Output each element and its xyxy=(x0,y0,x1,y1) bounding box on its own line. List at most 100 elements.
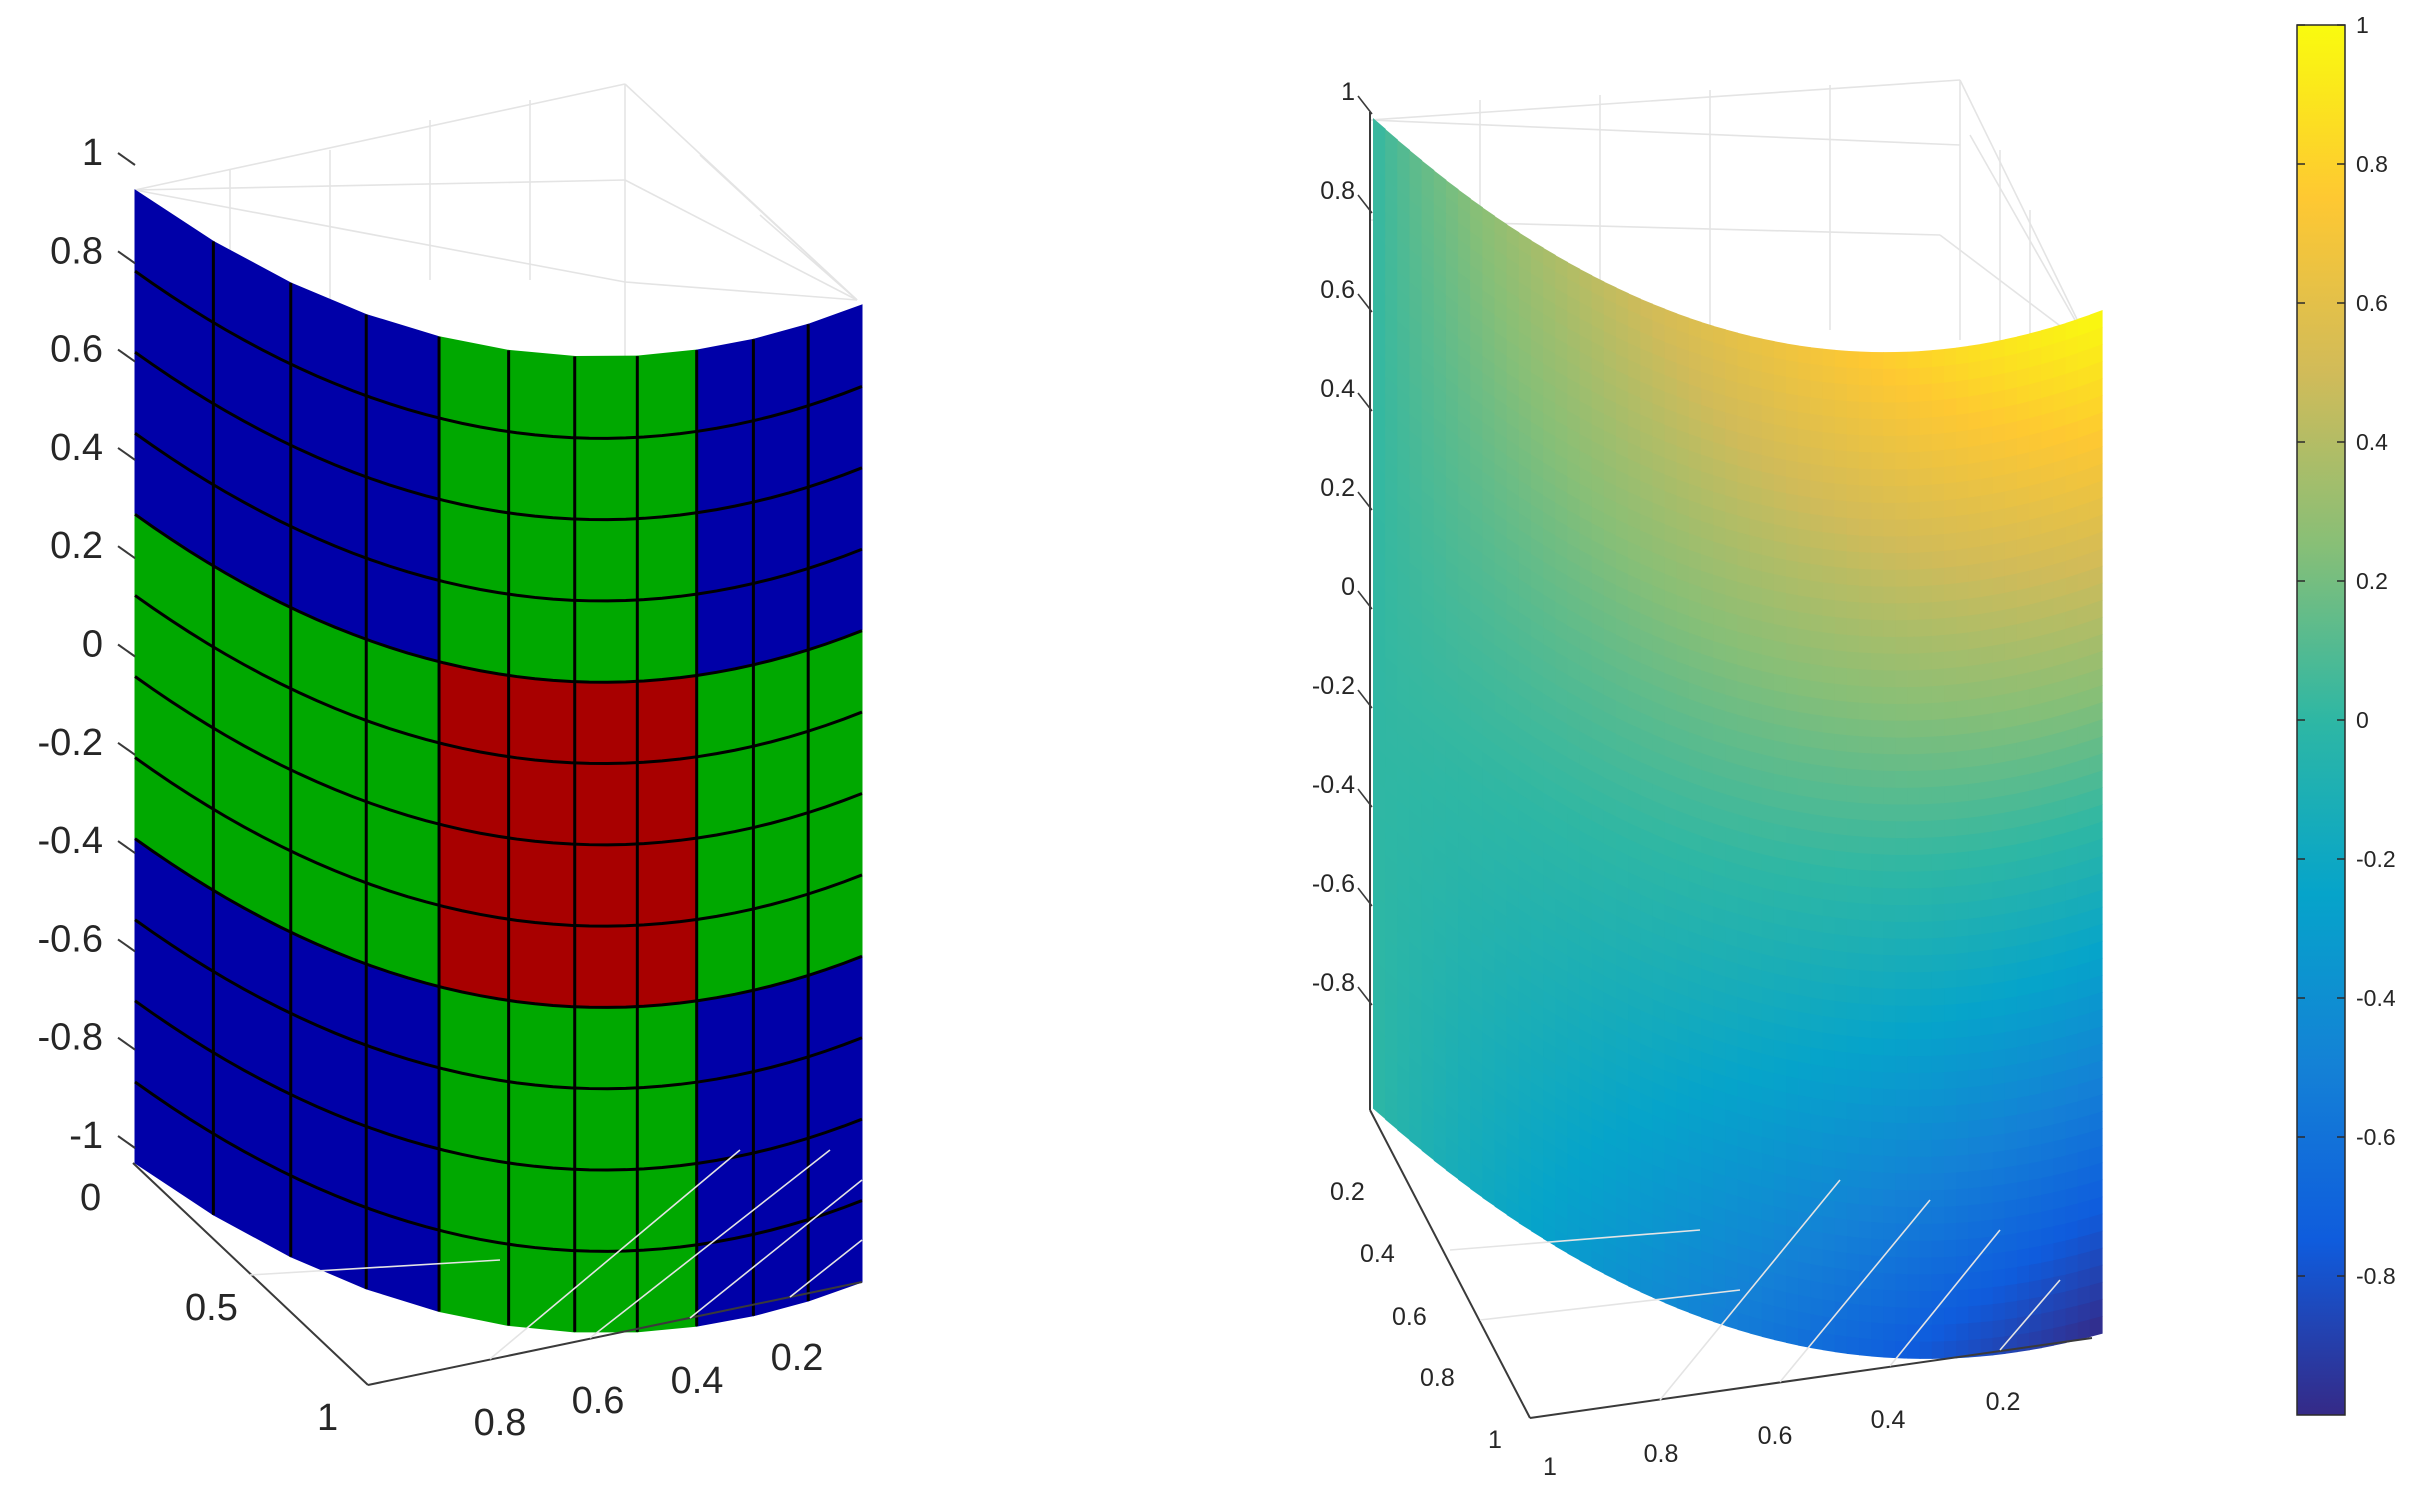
surface-cell xyxy=(1421,308,1435,336)
surface-cell xyxy=(1543,1221,1556,1247)
surface-cell xyxy=(1433,500,1447,527)
surface-cell xyxy=(1992,660,2006,681)
surface-cell xyxy=(1725,1159,1739,1181)
surface-cell xyxy=(1470,313,1483,340)
surface-cell xyxy=(1798,728,1811,748)
surface-cell xyxy=(1931,1021,1945,1040)
surface-cell xyxy=(438,336,510,433)
surface-cell xyxy=(1603,628,1617,652)
surface-cell xyxy=(1640,1192,1654,1215)
surface-cell xyxy=(1628,491,1641,515)
y-tick-label: 0.2 xyxy=(1330,1178,1365,1206)
surface-cell xyxy=(2004,624,2018,645)
surface-cell xyxy=(1616,452,1629,476)
surface-cell xyxy=(1725,810,1739,832)
surface-cell xyxy=(1543,247,1556,273)
surface-cell xyxy=(1567,377,1581,402)
surface-cell xyxy=(1567,955,1581,980)
surface-cell xyxy=(1919,1223,1933,1242)
surface-cell xyxy=(1470,742,1483,769)
surface-cell xyxy=(1773,557,1787,578)
surface-cell xyxy=(2053,1121,2067,1143)
surface-cell xyxy=(636,837,698,926)
surface-cell xyxy=(1859,451,1872,470)
surface-cell xyxy=(1919,904,1933,923)
surface-cell xyxy=(1567,856,1581,881)
surface-cell xyxy=(2065,1016,2079,1038)
surface-cell xyxy=(1931,634,1945,654)
surface-cell xyxy=(2089,855,2103,878)
surface-cell xyxy=(1445,905,1459,933)
surface-cell xyxy=(1773,1089,1787,1110)
surface-cell xyxy=(1907,1207,1921,1225)
surface-cell xyxy=(1786,376,1799,397)
surface-cell xyxy=(1385,244,1398,273)
surface-cell xyxy=(1591,1217,1605,1241)
surface-cell xyxy=(1664,391,1678,414)
surface-cell xyxy=(1968,698,1982,718)
surface-cell xyxy=(1433,1044,1447,1072)
surface-cell xyxy=(1616,485,1629,509)
surface-cell xyxy=(2041,835,2054,857)
surface-cell xyxy=(1688,1063,1702,1086)
surface-cell xyxy=(1555,469,1568,494)
surface-cell xyxy=(2004,1216,2018,1236)
surface-cell xyxy=(1603,1190,1617,1215)
surface-cell xyxy=(1786,426,1799,447)
surface-cell xyxy=(2077,1029,2091,1051)
surface-cell xyxy=(1713,342,1726,364)
surface-cell xyxy=(1931,971,1945,990)
surface-cell xyxy=(1944,1105,1957,1124)
surface-cell xyxy=(1421,209,1435,237)
surface-cell xyxy=(2004,776,2018,797)
surface-cell xyxy=(1968,1254,1982,1274)
surface-cell xyxy=(1470,1089,1483,1116)
surface-cell xyxy=(1737,864,1751,885)
surface-cell xyxy=(1397,667,1411,696)
surface-cell xyxy=(1773,1306,1787,1327)
surface-cell xyxy=(1640,563,1654,586)
surface-cell xyxy=(1579,632,1593,657)
surface-cell xyxy=(2053,526,2067,548)
surface-cell xyxy=(1992,964,2006,984)
colorbar-tick-label: 0.4 xyxy=(2356,429,2388,455)
surface-cell xyxy=(1579,334,1593,359)
surface-cell xyxy=(1968,1237,1982,1257)
surface-cell xyxy=(2016,452,2030,473)
surface-cell xyxy=(2089,719,2103,741)
surface-cell xyxy=(2029,720,2042,741)
surface-cell xyxy=(1445,1103,1459,1131)
surface-cell xyxy=(1737,432,1751,453)
surface-cell xyxy=(1616,370,1629,394)
surface-cell xyxy=(1725,1109,1739,1131)
surface-cell xyxy=(1409,793,1423,821)
surface-cell xyxy=(1786,509,1799,530)
surface-cell xyxy=(1859,736,1872,755)
surface-cell xyxy=(1883,1122,1897,1141)
surface-cell xyxy=(1445,212,1459,240)
surface-cell xyxy=(2077,553,2091,575)
surface-cell xyxy=(1591,1151,1605,1175)
surface-cell xyxy=(1397,321,1411,349)
surface-cell xyxy=(1421,424,1435,452)
surface-cell xyxy=(2077,518,2091,541)
surface-cell xyxy=(1846,417,1860,436)
surface-cell xyxy=(2065,846,2079,868)
surface-cell xyxy=(1810,1180,1824,1201)
surface-cell xyxy=(1688,450,1702,472)
z-tick-label: 0.6 xyxy=(1320,276,1355,304)
surface-cell xyxy=(1458,238,1471,266)
surface-cell xyxy=(1956,1087,1969,1106)
left-chart: 10.80.60.40.20-0.2-0.4-0.6-0.8-1 00.51 0… xyxy=(38,83,863,1444)
surface-cell xyxy=(1895,1240,1909,1259)
surface-cell xyxy=(1725,462,1739,483)
surface-cell xyxy=(1713,989,1726,1011)
surface-cell xyxy=(1445,691,1459,718)
surface-cell xyxy=(1919,736,1933,755)
surface-cell xyxy=(1482,867,1496,894)
surface-cell xyxy=(1373,695,1386,724)
surface-cell xyxy=(1846,1152,1860,1172)
surface-cell xyxy=(1834,600,1848,619)
surface-cell xyxy=(1676,412,1690,435)
surface-cell xyxy=(1980,1017,1994,1037)
